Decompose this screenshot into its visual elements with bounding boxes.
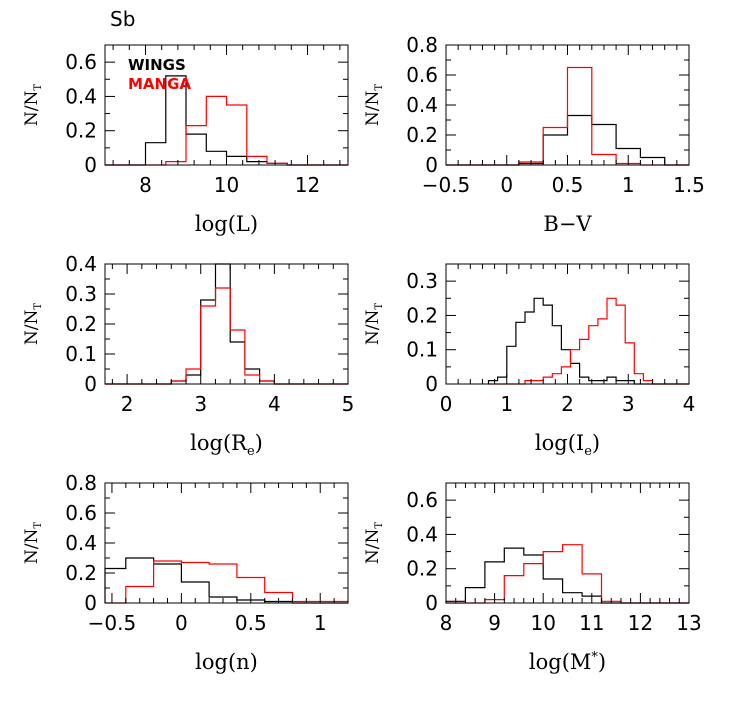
y-tick-label: 0.3 [406,269,438,293]
legend-manga: MANGA [128,75,191,93]
panel-logRe: 2 3 4 5 0 0.1 0.2 0.3 0.4 log(Re) N/NT [22,252,354,459]
y-tick-label: 0 [425,153,438,177]
y-tick-label: 0.2 [406,123,438,147]
histogram-wings-logM [445,547,689,604]
y-axis-label-logRe: N/NT [22,303,44,345]
y-tick-label: 0.2 [65,561,97,585]
figure-label: Sb [110,7,135,31]
x-tick-label: 0 [500,173,513,197]
x-tick-label: 8 [440,611,453,635]
axes-frame-logIe [445,263,690,385]
y-tick-label: 0.4 [406,93,438,117]
axes-frame-logRe [104,263,349,385]
x-tick-label: 3 [194,392,207,416]
y-tick-label: 0.2 [406,557,438,581]
x-tick-label: 13 [676,611,701,635]
y-tick-label: 0.2 [406,303,438,327]
x-tick-label: 1 [314,611,327,635]
y-tick-label: 0.6 [65,50,97,74]
x-tick-label: 5 [342,392,355,416]
histogram-wings-logRe [105,263,348,385]
y-tick-label: 0.4 [65,531,97,555]
y-axis-label-logn: N/NT [22,522,44,564]
y-tick-label: 0.1 [65,342,97,366]
y-tick-label: 0.8 [65,471,97,495]
x-axis-label-logL: log(L) [195,212,258,236]
x-tick-label: 1 [500,392,513,416]
y-tick-label: 0.6 [406,63,438,87]
x-tick-label: 12 [628,611,653,635]
x-tick-label: 2 [561,392,574,416]
x-tick-label: 8 [139,173,152,197]
x-tick-label: 4 [268,392,281,416]
x-tick-label: 10 [530,611,555,635]
y-axis-label-logIe: N/NT [363,303,385,345]
x-tick-label: −0.5 [422,173,471,197]
x-axis-label-logM: log(M*) [529,650,606,674]
y-tick-label: 0.6 [65,501,97,525]
y-tick-label: 0.4 [65,84,97,108]
y-tick-label: 0.4 [65,252,97,276]
y-axis-label-logM: N/NT [363,522,385,564]
x-tick-label: 11 [579,611,604,635]
histogram-manga-logM [446,544,689,604]
y-tick-label: 0.1 [406,338,438,362]
y-tick-label: 0 [425,372,438,396]
x-axis-label-logRe: log(Re) [190,431,263,459]
y-tick-label: 0 [425,591,438,615]
histogram-wings-logn [104,557,348,604]
panel-logM: 8 9 10 11 12 13 0 0.2 0.4 0.6 log(M*) N/NT [363,482,702,674]
y-tick-label: 0.2 [65,312,97,336]
x-tick-label: 0.5 [552,173,584,197]
x-tick-label: 4 [683,392,696,416]
x-tick-label: 10 [214,173,239,197]
legend-wings: WINGS [128,56,186,74]
x-tick-label: 1 [622,173,635,197]
axes-frame-logM [445,482,690,604]
x-axis-label-logIe: log(Ie) [535,431,600,459]
y-tick-label: 0 [84,153,97,177]
x-tick-label: 9 [488,611,501,635]
x-tick-label: 3 [622,392,635,416]
x-tick-label: 0 [175,611,188,635]
y-tick-label: 0.3 [65,282,97,306]
panel-logIe: 0 1 2 3 4 0 0.1 0.2 0.3 log(Ie) N/NT [363,263,696,459]
histogram-manga-logRe [105,287,348,385]
panel-BV: −0.5 0 0.5 1 1.500.20.40.60.8B−VN/NT [363,33,705,236]
x-tick-label: 2 [121,392,134,416]
x-tick-label: 0 [440,392,453,416]
histogram-manga-logIe [488,297,689,385]
y-axis-label-BV: N/NT [363,84,385,126]
histogram-manga-logn [105,560,349,604]
y-tick-label: 0.4 [406,522,438,546]
y-tick-label: 0 [84,591,97,615]
x-axis-label-BV: B−V [543,212,592,236]
x-tick-label: 0.5 [235,611,267,635]
x-tick-label: 12 [295,173,320,197]
axes-frame-logn [104,482,349,604]
histogram-wings-logIe [487,297,689,385]
y-tick-label: 0.6 [406,488,438,512]
x-axis-label-logn: log(n) [195,650,258,674]
y-tick-label: 0.8 [406,33,438,57]
histogram-manga-BV [446,66,689,166]
y-axis-label-logL: N/NT [22,84,44,126]
y-tick-label: 0.2 [65,119,97,143]
x-tick-label: −0.5 [88,611,137,635]
x-tick-label: 1.5 [673,173,705,197]
y-tick-label: 0 [84,372,97,396]
